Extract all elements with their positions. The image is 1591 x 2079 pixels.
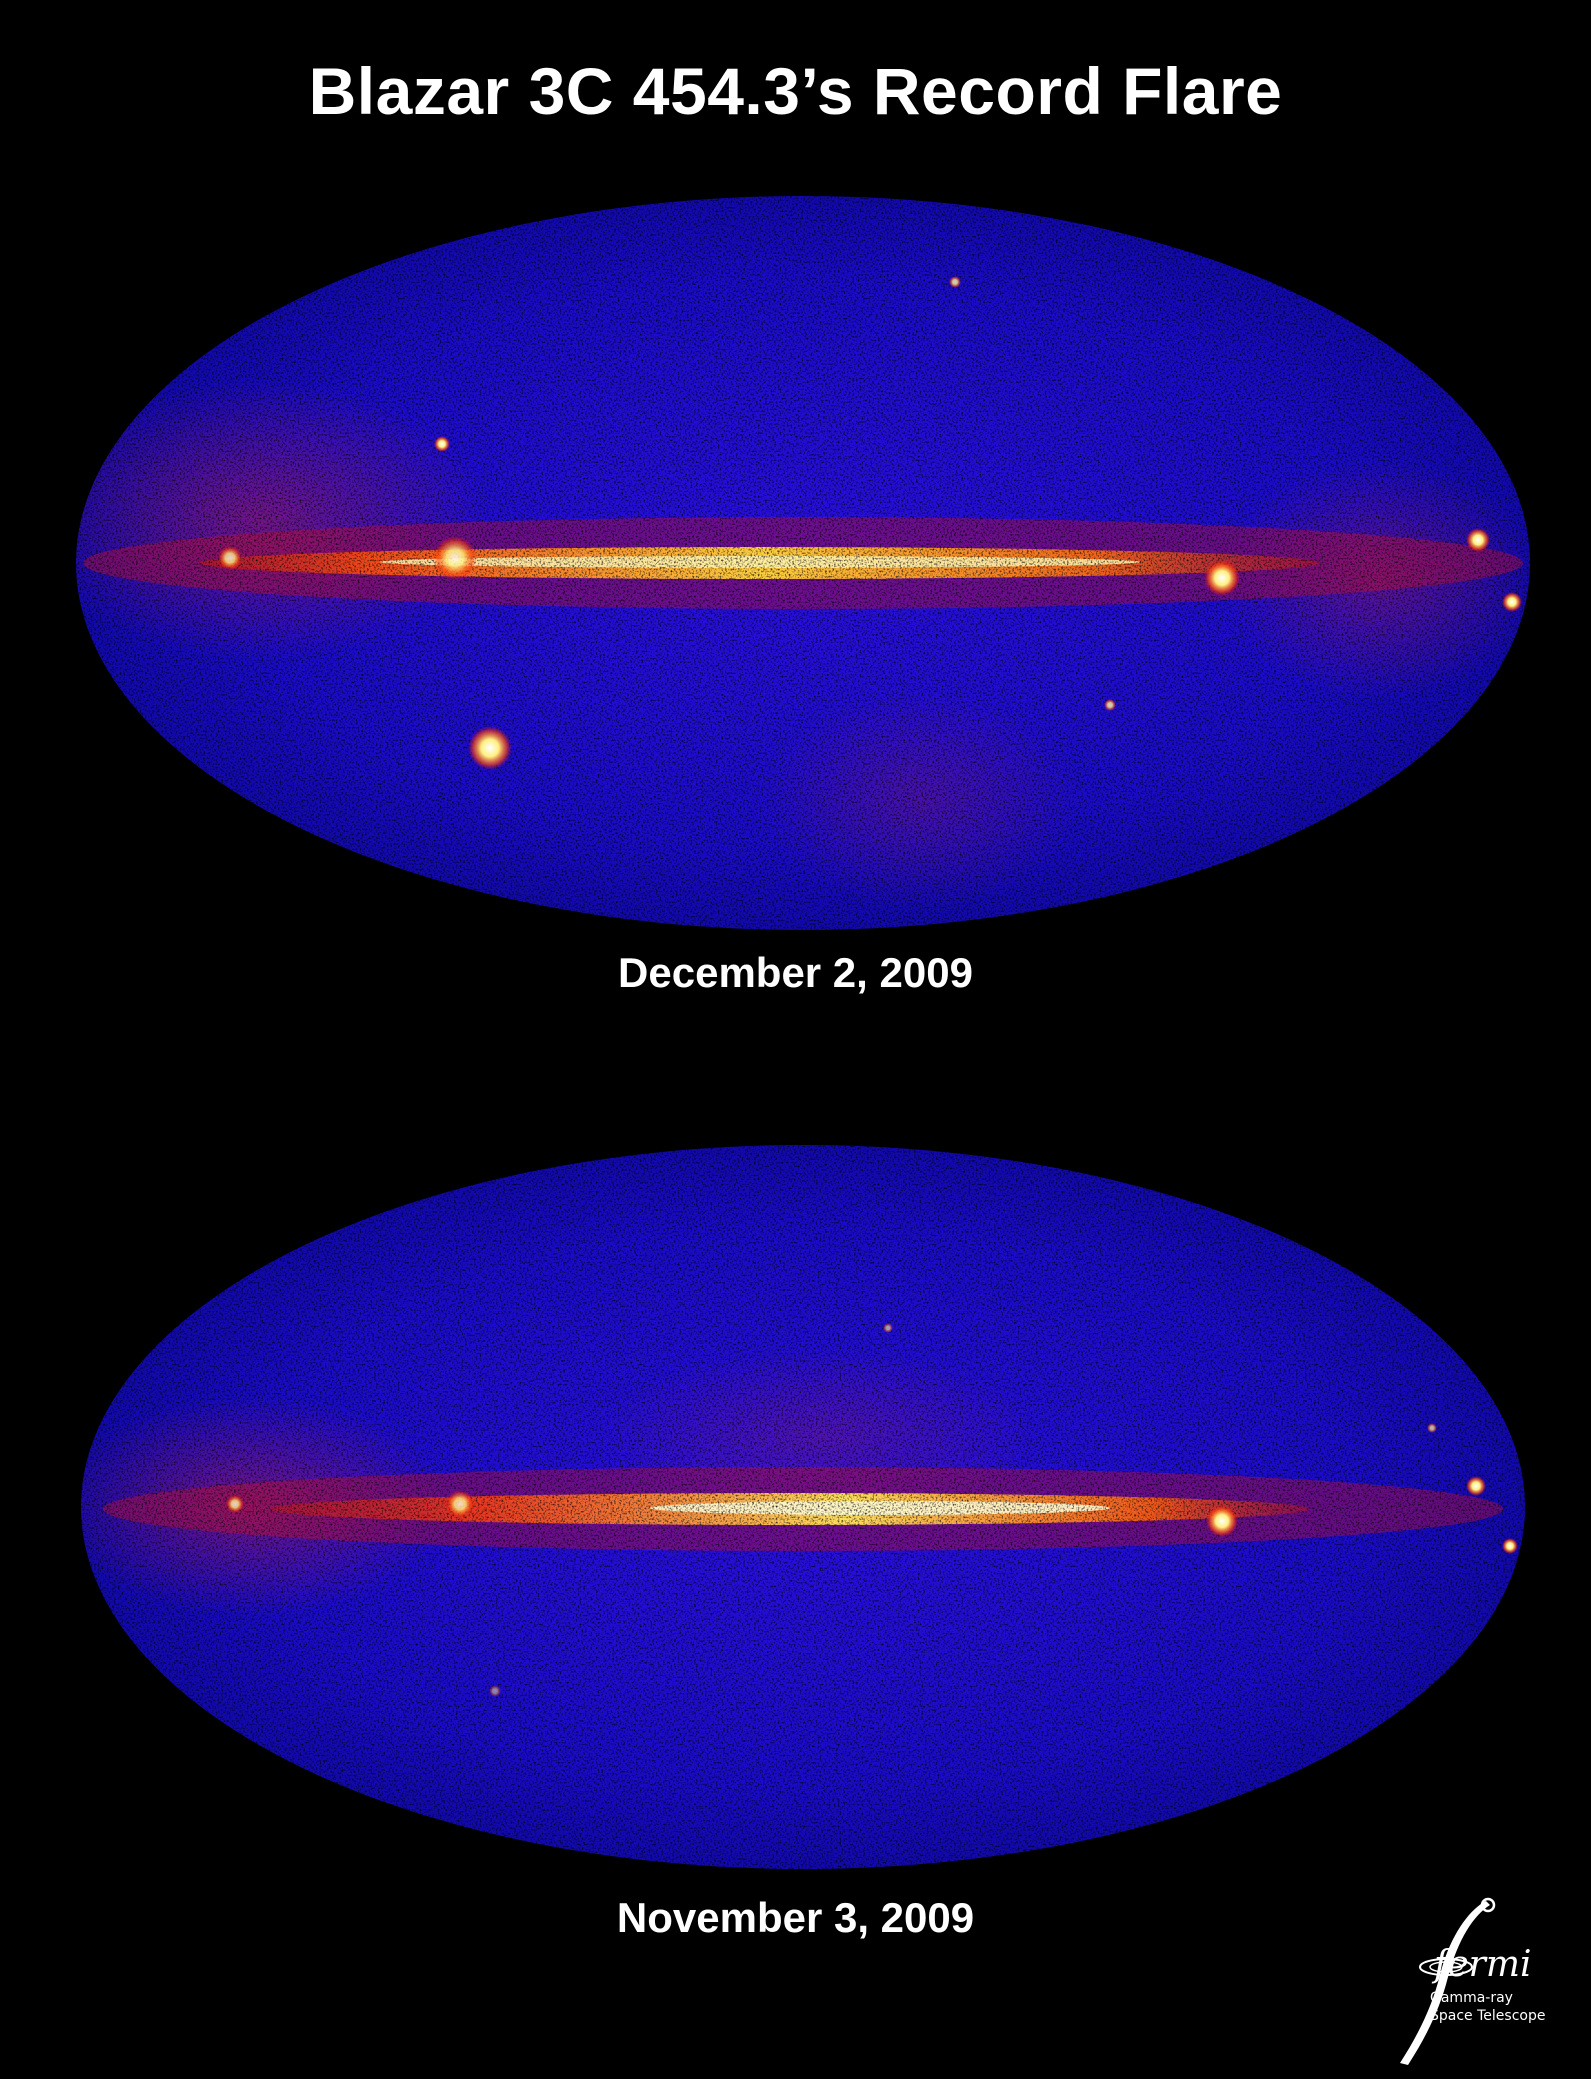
bright-source	[433, 536, 477, 580]
blazar-3c-454-3-flare	[468, 726, 512, 770]
bright-source	[1206, 1505, 1238, 1537]
logo-subtitle-line2: Space Telescope	[1430, 2008, 1546, 2024]
gamma-ray-sky-map-december	[76, 196, 1530, 930]
page-title: Blazar 3C 454.3’s Record Flare	[308, 54, 1283, 128]
bright-source	[1502, 592, 1522, 612]
bright-source	[218, 546, 242, 570]
bright-source	[226, 1495, 244, 1513]
bright-source	[1204, 560, 1240, 596]
gamma-ray-sky-map-november	[81, 1145, 1525, 1869]
bright-source	[434, 436, 450, 452]
logo-subtitle-line1: Gamma-ray	[1430, 1990, 1513, 2006]
fermi-logo: fermi Gamma-ray Space Telescope	[1378, 1895, 1568, 2070]
blazar-3c-454-3	[489, 1685, 501, 1697]
bright-source	[1466, 528, 1490, 552]
logo-wordmark: fermi	[1434, 1944, 1532, 1985]
bright-source	[1466, 1476, 1486, 1496]
fermi-swoosh-icon	[1400, 1897, 1496, 2065]
bright-source	[446, 1490, 474, 1518]
panel-caption: December 2, 2009	[618, 949, 973, 996]
bright-source	[1502, 1538, 1518, 1554]
panel-caption: November 3, 2009	[616, 1894, 975, 1941]
bright-source	[1427, 1423, 1437, 1433]
bright-source	[1104, 699, 1116, 711]
bright-source	[949, 276, 961, 288]
bright-source	[883, 1323, 893, 1333]
